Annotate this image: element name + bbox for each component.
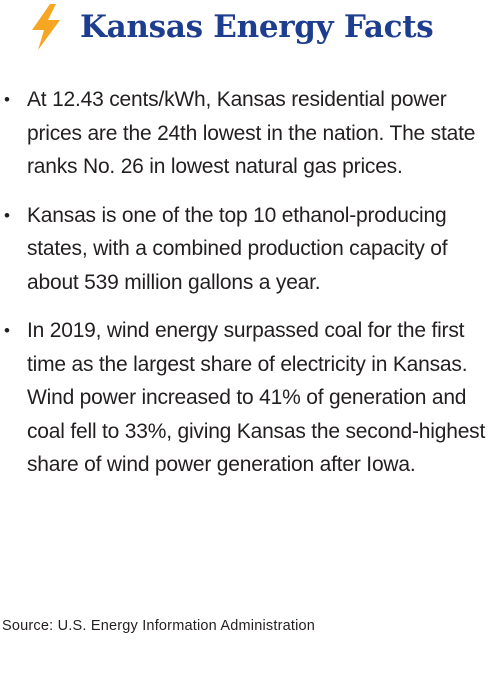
source: Source: U.S. Energy Information Administ… xyxy=(2,618,316,634)
bullet: At 12.43 cents/kWh, Kansas residential p… xyxy=(0,83,496,184)
bullet-list: At 12.43 cents/kWh, Kansas residential p… xyxy=(0,83,496,497)
lightning-icon xyxy=(32,4,60,50)
bullet: Kansas is one of the top 10 ethanol-prod… xyxy=(0,199,496,300)
title: Kansas Energy Facts xyxy=(80,9,434,45)
bullet: In 2019, wind energy surpassed coal for … xyxy=(0,314,496,482)
header: Kansas Energy Facts xyxy=(26,2,434,52)
